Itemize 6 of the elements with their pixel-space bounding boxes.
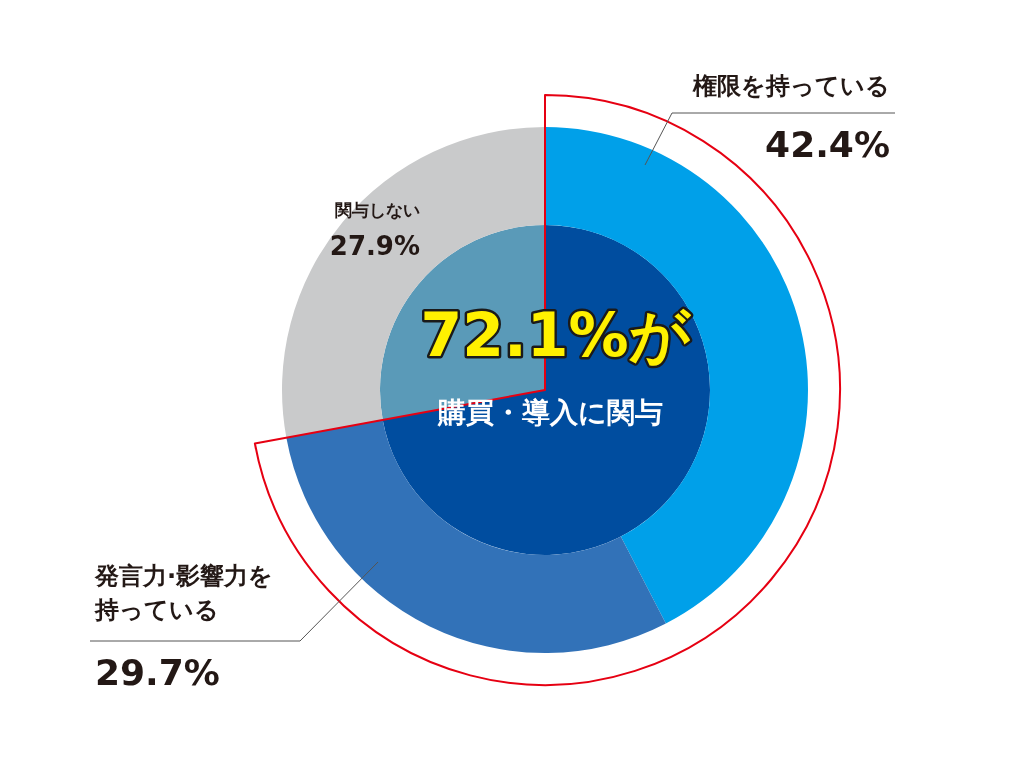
data-label: 29.7% <box>95 652 220 694</box>
data-label: 42.4% <box>765 124 890 166</box>
slice-label: 関与しない <box>335 200 420 221</box>
slice-label: 発言力·影響力を持っている <box>94 562 274 625</box>
slice-label: 権限を持っている <box>692 72 890 101</box>
data-label: 27.9% <box>329 230 420 261</box>
